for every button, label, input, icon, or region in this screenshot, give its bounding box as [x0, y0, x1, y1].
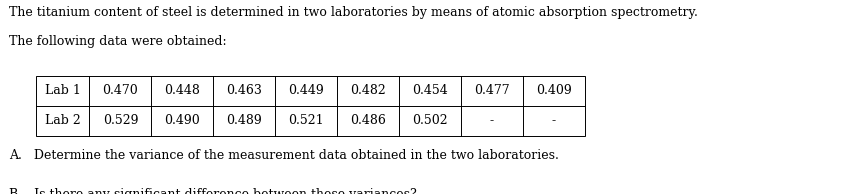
Text: 0.449: 0.449 [288, 84, 324, 97]
Bar [36, 76, 585, 136]
Text: 0.477: 0.477 [474, 84, 510, 97]
Text: 0.448: 0.448 [164, 84, 200, 97]
Text: -: - [490, 114, 494, 127]
Text: 0.482: 0.482 [350, 84, 386, 97]
Text: 0.454: 0.454 [412, 84, 448, 97]
Text: 0.521: 0.521 [288, 114, 324, 127]
Text: Lab 1: Lab 1 [45, 84, 81, 97]
Text: 0.490: 0.490 [164, 114, 200, 127]
Text: The following data were obtained:: The following data were obtained: [9, 35, 226, 48]
Text: The titanium content of steel is determined in two laboratories by means of atom: The titanium content of steel is determi… [9, 6, 697, 19]
Text: A.   Determine the variance of the measurement data obtained in the two laborato: A. Determine the variance of the measure… [9, 149, 558, 162]
Text: 0.502: 0.502 [412, 114, 448, 127]
Text: Lab 2: Lab 2 [45, 114, 81, 127]
Text: -: - [552, 114, 556, 127]
Text: 0.470: 0.470 [102, 84, 138, 97]
Text: 0.409: 0.409 [536, 84, 572, 97]
Text: 0.486: 0.486 [350, 114, 386, 127]
Text: 0.489: 0.489 [226, 114, 262, 127]
Text: B.   Is there any significant difference between these variances?: B. Is there any significant difference b… [9, 188, 416, 194]
Text: 0.529: 0.529 [102, 114, 138, 127]
Text: 0.463: 0.463 [226, 84, 262, 97]
